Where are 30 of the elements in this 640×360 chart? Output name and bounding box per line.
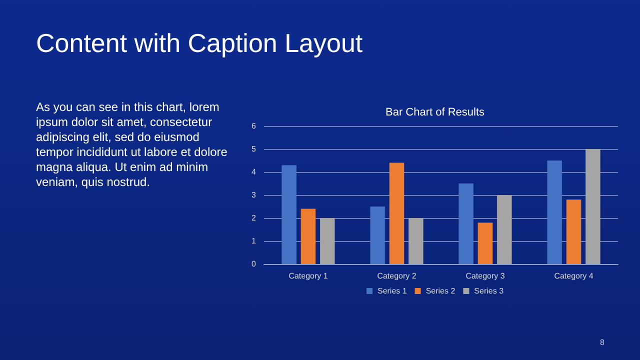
- bar: [547, 160, 562, 264]
- bar: [320, 218, 335, 264]
- bar: [497, 195, 512, 264]
- text: Content with Caption Layout: [36, 28, 363, 59]
- bar: [566, 200, 582, 264]
- y-tick-label: 3: [252, 190, 257, 200]
- chart-title: Bar Chart of Results: [385, 106, 486, 118]
- x-tick-label: Category 3: [466, 272, 506, 280]
- y-tick-label: 0: [252, 260, 257, 268]
- y-tick-label: 5: [252, 144, 257, 154]
- bar: [389, 162, 404, 264]
- y-tick-label: 1: [252, 236, 257, 246]
- x-tick-label: Category 2: [377, 272, 417, 280]
- bar: [586, 149, 600, 264]
- bar: [408, 218, 424, 264]
- text: 8: [600, 338, 604, 347]
- y-tick-label: 6: [252, 122, 257, 130]
- legend-label: Series 1: [377, 286, 408, 296]
- legend-label: Series 3: [474, 286, 504, 296]
- legend-label: Series 2: [426, 286, 456, 296]
- y-tick-label: 4: [252, 168, 257, 176]
- bar: [370, 206, 385, 264]
- y-tick-label: 2: [252, 214, 257, 222]
- text: As you can see in this chart, lorem ipsum dolor sit amet, consectetur adipiscing elit, sed do eiusmod tempor incididunt ut labore et dolore magna aliqua. Ut enim ad minim veniam, quis nostrud.: [36, 100, 228, 190]
- bar: [458, 184, 474, 264]
- x-tick-label: Category 4: [554, 272, 594, 280]
- bar: [478, 222, 493, 264]
- bar: [282, 165, 296, 264]
- bar: [300, 208, 316, 264]
- x-tick-label: Category 1: [288, 272, 328, 280]
